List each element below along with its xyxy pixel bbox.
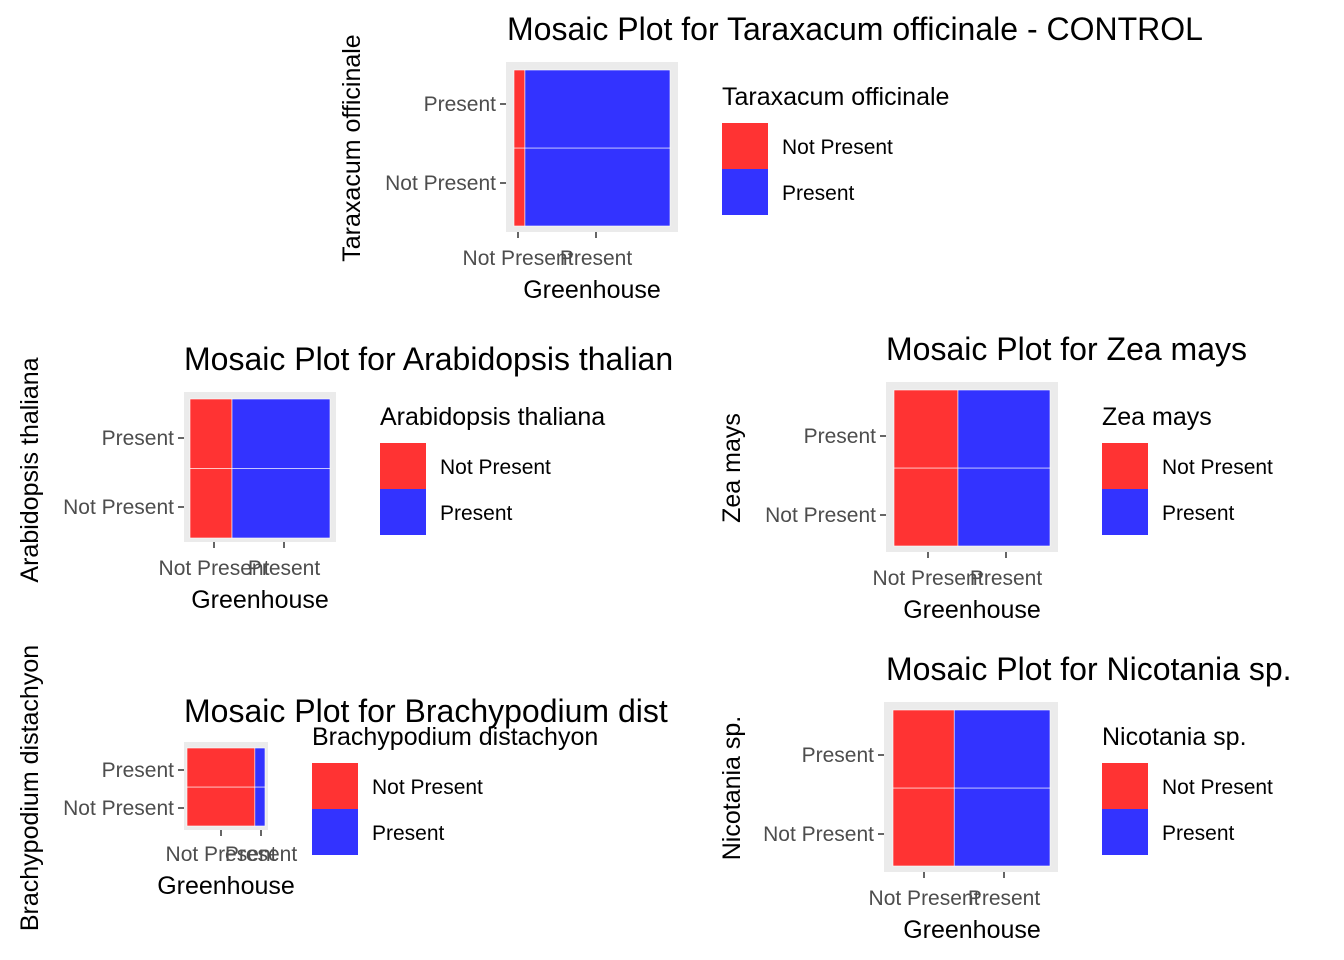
legend-label: Not Present	[1162, 776, 1273, 799]
mosaic-tile-not-present-present	[513, 69, 526, 149]
x-tick-label: Not Present	[159, 557, 270, 580]
mosaic-tile-present-present	[231, 398, 331, 469]
mosaic-chart-2: Mosaic Plot for Arabidopsis thalian Not P…	[16, 341, 673, 614]
mosaic-tile-not-present-present	[893, 389, 959, 469]
x-axis-title: Greenhouse	[903, 596, 1041, 624]
legend-label: Present	[1162, 822, 1235, 845]
mosaic-tile-present-present	[254, 747, 266, 788]
y-axis-title: Nicotania sp.	[718, 716, 746, 861]
chart-title: Mosaic Plot for Taraxacum officinale - C…	[507, 11, 1203, 47]
mosaic-tile-present-present	[953, 709, 1051, 789]
y-axis-title: Taraxacum officinale	[338, 34, 366, 261]
x-axis-title: Greenhouse	[903, 916, 1041, 944]
y-tick-label: Present	[102, 759, 175, 782]
y-tick-label: Not Present	[63, 496, 174, 519]
chart-title: Mosaic Plot for Zea mays	[886, 331, 1247, 367]
x-tick-label: Not Present	[166, 843, 277, 866]
x-axis-title: Greenhouse	[157, 872, 295, 900]
x-tick-label: Present	[225, 843, 298, 866]
x-tick-label: Not Present	[869, 887, 980, 910]
x-tick-label: Present	[560, 247, 633, 270]
chart-title: Mosaic Plot for Brachypodium dist	[184, 693, 668, 729]
mosaic-tile-not-present-present	[892, 709, 955, 789]
y-tick-label: Not Present	[63, 797, 174, 820]
legend-key-present	[722, 169, 768, 215]
mosaic-tile-not-present-not-present	[513, 147, 526, 227]
legend-title: Arabidopsis thaliana	[380, 403, 605, 431]
legend-title: Nicotania sp.	[1102, 723, 1247, 751]
y-axis-title: Brachypodium distachyon	[16, 645, 44, 931]
legend-title: Brachypodium distachyon	[312, 723, 598, 751]
legend-key-not-present	[312, 763, 358, 809]
x-tick-label: Present	[248, 557, 321, 580]
legend-key-not-present	[380, 443, 426, 489]
legend-label: Not Present	[440, 456, 551, 479]
legend: Brachypodium distachyon Not Present Presen…	[312, 723, 598, 855]
legend-label: Present	[372, 822, 445, 845]
mosaic-tile-present-not-present	[231, 468, 331, 539]
x-tick-label: Present	[970, 567, 1043, 590]
legend-key-present	[380, 489, 426, 535]
mosaic-tile-present-not-present	[957, 467, 1051, 547]
mosaic-tile-present-not-present	[524, 147, 671, 227]
legend-label: Present	[1162, 502, 1235, 525]
mosaic-tile-not-present-not-present	[893, 467, 959, 547]
legend-key-not-present	[1102, 443, 1148, 489]
y-tick-label: Present	[804, 425, 877, 448]
y-axis-title: Arabidopsis thaliana	[16, 357, 44, 582]
x-axis-title: Greenhouse	[523, 276, 661, 304]
legend-label: Not Present	[372, 776, 483, 799]
legend-key-present	[1102, 489, 1148, 535]
legend: Zea mays Not Present Present	[1102, 403, 1273, 535]
legend-title: Taraxacum officinale	[722, 83, 949, 111]
legend-title: Zea mays	[1102, 403, 1212, 431]
legend-label: Not Present	[782, 136, 893, 159]
mosaic-tile-not-present-not-present	[892, 787, 955, 867]
mosaic-chart-1: Mosaic Plot for Taraxacum officinale - C…	[338, 11, 1203, 304]
legend-key-present	[312, 809, 358, 855]
y-tick-label: Present	[102, 427, 175, 450]
x-tick-label: Present	[968, 887, 1041, 910]
mosaic-tile-not-present-present	[189, 398, 233, 469]
mosaic-tile-not-present-not-present	[189, 468, 233, 539]
legend: Taraxacum officinale Not Present Present	[722, 83, 949, 215]
y-tick-label: Not Present	[765, 504, 876, 527]
mosaic-chart-4: Mosaic Plot for Brachypodium dist Not Pre…	[16, 645, 668, 931]
legend: Arabidopsis thaliana Not Present Present	[380, 403, 605, 535]
y-tick-label: Present	[802, 744, 875, 767]
legend-key-not-present	[722, 123, 768, 169]
x-tick-label: Not Present	[463, 247, 574, 270]
x-axis-title: Greenhouse	[191, 586, 329, 614]
y-tick-label: Not Present	[763, 823, 874, 846]
chart-title: Mosaic Plot for Nicotania sp.	[886, 651, 1292, 687]
legend-key-present	[1102, 809, 1148, 855]
mosaic-chart-5: Mosaic Plot for Nicotania sp. Not Present…	[718, 651, 1292, 944]
mosaic-tile-present-not-present	[953, 787, 1051, 867]
mosaic-tile-not-present-present	[186, 747, 256, 788]
legend: Nicotania sp. Not Present Present	[1102, 723, 1273, 855]
y-axis-title: Zea mays	[718, 413, 746, 523]
chart-title: Mosaic Plot for Arabidopsis thalian	[184, 341, 673, 377]
legend-label: Present	[782, 182, 855, 205]
y-tick-label: Present	[424, 93, 497, 116]
mosaic-tile-present-present	[957, 389, 1051, 469]
x-tick-label: Not Present	[873, 567, 984, 590]
legend-key-not-present	[1102, 763, 1148, 809]
legend-label: Present	[440, 502, 513, 525]
mosaic-tile-not-present-not-present	[186, 786, 256, 827]
mosaic-tile-present-not-present	[254, 786, 266, 827]
legend-label: Not Present	[1162, 456, 1273, 479]
y-tick-label: Not Present	[385, 172, 496, 195]
mosaic-tile-present-present	[524, 69, 671, 149]
